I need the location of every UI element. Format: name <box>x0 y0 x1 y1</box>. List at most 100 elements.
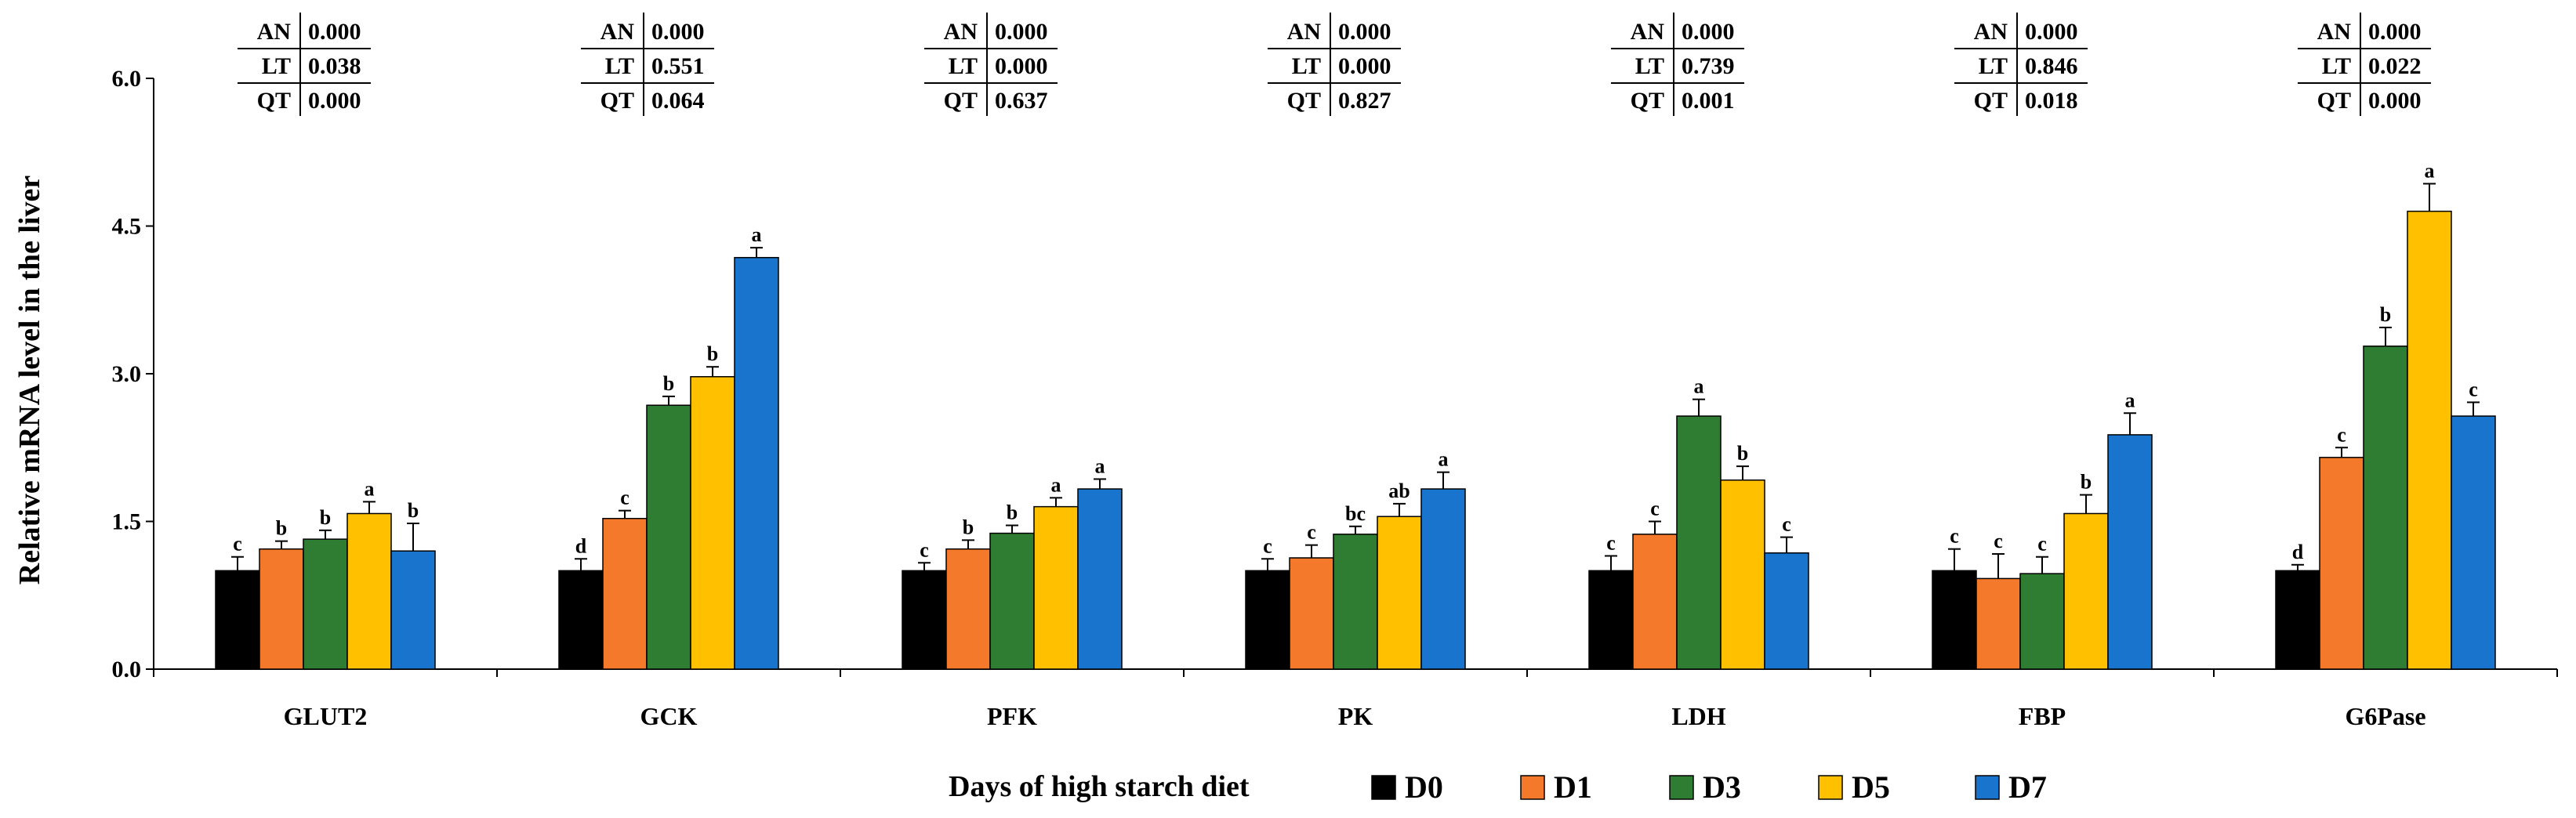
stat-table: AN 0.000 LT 0.022 QT 0.000 <box>2298 13 2431 116</box>
stat-value: 0.000 <box>2025 19 2078 45</box>
stat-label: AN <box>257 19 292 45</box>
bar <box>346 512 392 670</box>
stat-label: AN <box>1974 19 2008 45</box>
stat-table: AN 0.000 LT 0.000 QT 0.827 <box>1268 13 1401 116</box>
significance-letter: c <box>1950 525 1959 548</box>
significance-letter: b <box>963 516 974 538</box>
stat-label: LT <box>2322 53 2351 79</box>
bars <box>215 210 2496 670</box>
significance-letter: ab <box>1388 480 1410 502</box>
category-labels: GLUT2 GCK PFK PK LDH FBP G6Pase <box>284 702 2426 730</box>
significance-letter: b <box>2081 471 2092 494</box>
bar <box>2319 457 2364 670</box>
stat-label: QT <box>944 88 978 114</box>
legend-swatch <box>1520 775 1545 800</box>
bar <box>1764 552 1809 670</box>
stat-value: 0.022 <box>2368 53 2422 79</box>
y-axis-title: Relative mRNA level in the liver <box>13 176 46 585</box>
significance-letter: a <box>1051 473 1061 496</box>
category-label: GLUT2 <box>284 702 368 730</box>
significance-letter: c <box>1307 521 1316 544</box>
bar <box>1976 577 2021 670</box>
significance-letter: bc <box>1345 502 1366 525</box>
significance-letter: c <box>1606 531 1616 554</box>
bar <box>1632 534 1678 670</box>
bar <box>558 570 604 670</box>
stat-label: LT <box>949 53 978 79</box>
legend-swatch <box>1975 775 2000 800</box>
legend-label: D3 <box>1703 769 1741 805</box>
significance-letter: c <box>1782 513 1791 536</box>
stat-value: 0.551 <box>651 53 705 79</box>
category-label: PFK <box>987 702 1037 730</box>
significance-letter: a <box>365 477 375 500</box>
legend-label: D5 <box>1852 769 1890 805</box>
significance-letter: b <box>1007 501 1018 524</box>
bar <box>2063 512 2109 670</box>
bar <box>303 538 348 670</box>
significance-letter: a <box>752 223 762 246</box>
stat-label: QT <box>1631 88 1664 114</box>
bar <box>602 517 648 670</box>
stat-value: 0.000 <box>995 53 1048 79</box>
stat-value: 0.739 <box>1682 53 1735 79</box>
bar <box>1676 415 1722 670</box>
significance-letter: c <box>1650 498 1660 520</box>
bar <box>1245 570 1290 670</box>
stat-label: QT <box>600 88 634 114</box>
stat-value: 0.000 <box>1338 53 1391 79</box>
y-ticks: 0.0 1.5 3.0 4.5 6.0 <box>112 66 154 682</box>
bar <box>1033 505 1079 670</box>
stat-value: 0.637 <box>995 88 1048 114</box>
significance-letter: c <box>233 533 242 556</box>
bar <box>2451 415 2496 670</box>
bar <box>2407 210 2452 670</box>
legend: Days of high starch diet D0 D1 D3 D5 D7 <box>949 769 2047 805</box>
significance-letter: b <box>320 506 331 529</box>
significance-letter: a <box>1095 454 1105 477</box>
category-label: PK <box>1338 702 1373 730</box>
stat-value: 0.827 <box>1338 88 1391 114</box>
stat-value: 0.000 <box>995 19 1048 45</box>
stat-label: LT <box>1292 53 1321 79</box>
stat-value: 0.000 <box>308 88 361 114</box>
bar <box>259 548 304 670</box>
stat-value: 0.001 <box>1682 88 1735 114</box>
stat-label: LT <box>605 53 634 79</box>
category-label: G6Pase <box>2345 702 2425 730</box>
legend-swatch <box>1371 775 1396 800</box>
y-tick-label: 3.0 <box>112 361 142 387</box>
stat-value: 0.038 <box>308 53 361 79</box>
stat-label: QT <box>1974 88 2008 114</box>
stat-label: LT <box>1979 53 2008 79</box>
stat-value: 0.846 <box>2025 53 2078 79</box>
legend-label: D1 <box>1554 769 1592 805</box>
stat-value: 0.000 <box>651 19 705 45</box>
bar <box>1289 557 1334 670</box>
bar <box>646 404 691 670</box>
significance-letter: b <box>1737 442 1748 465</box>
bar <box>2363 346 2408 670</box>
bar <box>1588 570 1634 670</box>
significance-letter: c <box>2037 533 2047 556</box>
bar <box>902 570 947 670</box>
stat-table: AN 0.000 LT 0.038 QT 0.000 <box>238 13 371 116</box>
stat-tables: AN 0.000 LT 0.038 QT 0.000 AN 0.000 LT 0.551 QT 0.0… <box>238 13 2431 116</box>
stat-label: AN <box>600 19 635 45</box>
category-label: FBP <box>2019 702 2066 730</box>
y-tick-label: 0.0 <box>112 657 142 682</box>
legend-label: D0 <box>1405 769 1443 805</box>
stat-label: QT <box>2317 88 2351 114</box>
significance-letter: b <box>276 517 287 540</box>
stat-value: 0.064 <box>651 88 705 114</box>
significance-letter: a <box>1694 375 1704 398</box>
stat-label: AN <box>2317 19 2352 45</box>
significance-letter: d <box>575 534 587 557</box>
stat-value: 0.000 <box>1338 19 1391 45</box>
bar <box>1720 479 1765 670</box>
significance-letter: a <box>2125 389 2135 411</box>
significance-letter: c <box>920 538 929 561</box>
significance-letter: b <box>2380 303 2391 326</box>
bar <box>734 256 779 670</box>
